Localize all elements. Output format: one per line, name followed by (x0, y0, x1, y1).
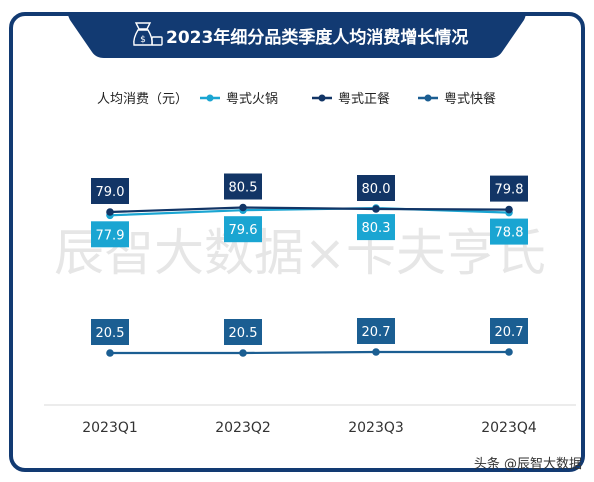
legend: 粤式火锅 粤式正餐 粤式快餐 (200, 91, 496, 107)
data-label: 20.5 (96, 326, 125, 341)
data-label: 79.6 (229, 223, 258, 238)
series-line-2 (110, 350, 509, 355)
data-label-box (490, 218, 528, 245)
data-label-box (490, 318, 528, 344)
x-tick-label: 2023Q3 (348, 420, 404, 436)
data-label-box (490, 175, 528, 202)
title-banner (68, 12, 526, 58)
data-point (505, 205, 513, 214)
legend-label-0: 粤式火锅 (226, 91, 278, 107)
footer-credit: 头条 @辰智大数据 (473, 457, 582, 472)
money-bag-icon: $ (133, 22, 163, 46)
data-label-box (224, 173, 262, 200)
data-label: 80.5 (229, 181, 258, 196)
chart-title: 2023年细分品类季度人均消费增长情况 (166, 27, 468, 48)
data-label: 20.7 (362, 325, 391, 340)
data-label-box (357, 214, 395, 241)
legend-label-1: 粤式正餐 (338, 91, 390, 107)
data-label: 20.7 (495, 325, 524, 340)
series-layer: 77.9 79.6 80.3 78.8 79.0 80.5 80.0 79.8 20.5 20.5… (91, 173, 528, 357)
data-label: 80.0 (362, 182, 391, 197)
data-label-box (91, 221, 129, 248)
data-point (239, 203, 247, 212)
legend-label-2: 粤式快餐 (444, 91, 496, 107)
data-point (372, 348, 380, 356)
data-label-box (224, 319, 262, 345)
x-ticks: 2023Q1 2023Q2 2023Q3 2023Q4 (82, 420, 537, 436)
watermark: 辰智大数据×卡夫亨氏 (54, 224, 546, 282)
data-label: 77.9 (96, 228, 125, 243)
x-tick-label: 2023Q2 (215, 420, 271, 436)
data-label: 80.3 (362, 221, 391, 236)
data-label-box (357, 175, 395, 201)
data-label-box (224, 216, 262, 243)
x-tick-label: 2023Q4 (481, 420, 537, 436)
data-label: 79.8 (495, 183, 524, 198)
data-label: 20.5 (229, 326, 258, 341)
legend-marker-1 (318, 94, 326, 102)
svg-text:$: $ (140, 35, 146, 45)
data-label: 78.8 (495, 226, 524, 241)
y-axis-label: 人均消费（元） (97, 92, 188, 107)
data-label-box (91, 319, 129, 345)
legend-marker-2 (424, 94, 432, 102)
data-label: 79.0 (96, 185, 125, 200)
legend-marker-0 (206, 94, 214, 102)
data-point (106, 349, 114, 357)
data-point (239, 349, 247, 357)
data-label-box (91, 178, 129, 204)
x-tick-label: 2023Q1 (82, 420, 138, 436)
data-point (106, 208, 114, 216)
data-point (372, 205, 380, 213)
series-line-1 (109, 206, 510, 214)
data-point (505, 348, 513, 356)
data-label-box (357, 318, 395, 344)
